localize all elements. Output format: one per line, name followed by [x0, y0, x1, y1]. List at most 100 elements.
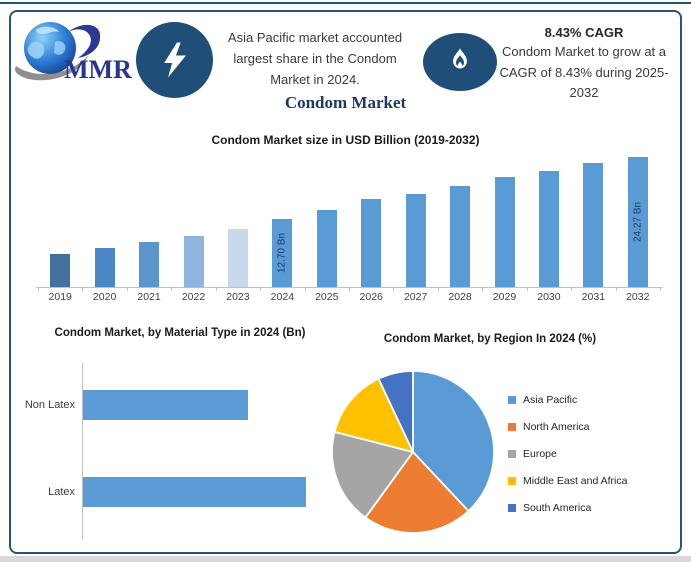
cagr-block: 8.43% CAGR Condom Market to grow at a CA… [494, 25, 674, 104]
legend-label: South America [523, 501, 592, 514]
x-axis-tick [437, 287, 439, 291]
logo-swoosh-blue [68, 24, 101, 59]
material-chart-title: Condom Market, by Material Type in 2024 … [54, 327, 306, 339]
logo-continent [36, 26, 59, 34]
legend-label: North America [523, 420, 590, 433]
legend-label: Middle East and Africa [523, 474, 628, 487]
logo-continent [54, 41, 66, 55]
bar-2022 [183, 236, 204, 287]
x-axis-tick [171, 287, 173, 291]
x-axis-tick [260, 287, 262, 291]
x-axis-tick [660, 287, 661, 291]
content-frame [9, 10, 682, 554]
hbar-latex [83, 477, 306, 507]
bar-2025 [316, 209, 337, 287]
x-axis-tick [349, 287, 350, 291]
logo-globe [24, 22, 76, 74]
pie-slice-middle-east-and-africa [333, 377, 414, 453]
x-tick-label-2021: 2021 [137, 291, 161, 303]
x-tick-label-2031: 2031 [581, 291, 606, 303]
logo-continent [27, 41, 45, 59]
x-tick-label-2025: 2025 [315, 291, 339, 303]
x-axis-tick [571, 287, 573, 291]
bar-value-label-2024: 12.70 Bn [276, 233, 288, 274]
hbar-non-latex [83, 390, 248, 420]
pie-slice-north-america [364, 451, 470, 534]
x-axis-tick [215, 287, 217, 291]
legend-label: Europe [523, 447, 557, 460]
logo-brand-text: MMR [64, 55, 132, 84]
region-legend: Asia Pacific North America Europe Middle Ea… [508, 386, 627, 521]
region-pie-chart [331, 370, 495, 534]
legend-item-asia-pacific: Asia Pacific [508, 386, 627, 413]
x-axis-tick [526, 287, 528, 291]
lightning-icon [163, 42, 186, 78]
pie-slice-europe [331, 430, 414, 519]
x-tick-label-2032: 2032 [626, 291, 650, 303]
bottom-gray-strip [0, 556, 691, 562]
legend-item-middle-east-and-africa: Middle East and Africa [508, 467, 627, 494]
x-axis-tick [393, 287, 395, 291]
lightning-badge [136, 22, 213, 98]
bar-2032: 24.27 Bn [627, 157, 648, 287]
bar-chart-title: Condom Market size in USD Billion (2019-… [211, 133, 480, 147]
hbar-label-latex: Latex [48, 486, 75, 498]
bar-2027 [405, 193, 426, 287]
bar-2023 [227, 228, 248, 287]
region-chart-title: Condom Market, by Region In 2024 (%) [383, 333, 597, 345]
pie-slice-south-america [377, 370, 414, 453]
bar-chart-plot: 2019 2020 2021 2022 2023 12.70 Bn 2024 2025 2026… [38, 150, 661, 310]
legend-marker [508, 476, 516, 485]
x-tick-label-2029: 2029 [492, 291, 517, 303]
mmr-logo: MMR [12, 16, 134, 93]
bar-2021 [139, 242, 160, 287]
bar-value-label-2032: 24.27 Bn [632, 202, 644, 243]
x-tick-label-2028: 2028 [448, 291, 472, 303]
material-chart-y-axis [82, 363, 83, 539]
x-axis-tick [38, 287, 39, 291]
bar-2030 [538, 171, 559, 287]
x-tick-label-2020: 2020 [92, 291, 117, 303]
page-title: Condom Market [284, 93, 407, 112]
x-tick-label-2030: 2030 [537, 291, 561, 303]
x-axis-tick [82, 287, 84, 291]
x-tick-label-2022: 2022 [181, 291, 206, 303]
flame-icon [453, 48, 467, 69]
asia-pacific-highlight-text: Asia Pacific market accounted largest sh… [227, 30, 403, 87]
x-tick-label-2023: 2023 [226, 291, 250, 303]
cagr-text: Condom Market to grow at a CAGR of 8.43%… [499, 44, 669, 100]
material-chart-plot: Non Latex Latex [0, 358, 340, 543]
logo-swoosh-gray [15, 56, 88, 81]
legend-item-south-america: South America [508, 494, 627, 521]
cagr-headline: 8.43% CAGR [544, 25, 624, 40]
bar-2026 [361, 198, 382, 287]
legend-item-europe: Europe [508, 440, 627, 467]
flame-badge [423, 33, 497, 91]
legend-marker [508, 422, 516, 431]
legend-marker [508, 503, 516, 512]
bar-2024: 12.70 Bn [272, 219, 293, 287]
x-axis-tick [304, 287, 306, 291]
x-axis-tick [126, 287, 128, 291]
bar-2029 [494, 177, 515, 287]
globe-logo-icon: MMR [15, 22, 132, 84]
legend-marker [508, 449, 516, 458]
x-axis-tick [482, 287, 484, 291]
x-tick-label-2024: 2024 [270, 291, 295, 303]
x-tick-label-2019: 2019 [48, 291, 72, 303]
bar-2020 [94, 248, 115, 287]
bar-chart-x-axis [36, 287, 663, 288]
x-tick-label-2027: 2027 [403, 291, 428, 303]
x-tick-label-2026: 2026 [359, 291, 383, 303]
bar-2031 [583, 162, 604, 287]
pie-slice-asia-pacific [412, 370, 495, 512]
x-axis-tick [615, 287, 617, 291]
bar-2028 [450, 185, 471, 287]
legend-label: Asia Pacific [523, 393, 578, 406]
top-divider-line [0, 2, 691, 4]
legend-marker [508, 395, 516, 404]
hbar-label-non-latex: Non Latex [24, 399, 75, 411]
bar-2019 [50, 253, 71, 287]
legend-item-north-america: North America [508, 413, 627, 440]
